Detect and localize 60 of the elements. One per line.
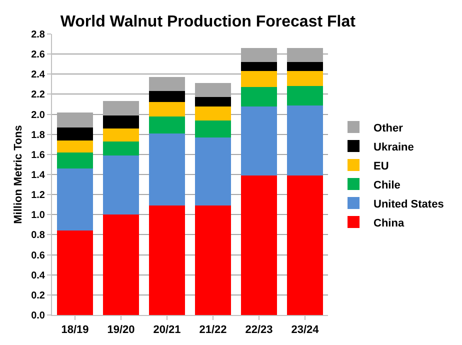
bar bbox=[57, 168, 93, 231]
legend-label: Other bbox=[374, 122, 404, 134]
bar bbox=[149, 133, 185, 206]
y-tick-label: 1.0 bbox=[31, 210, 46, 222]
bar bbox=[287, 176, 323, 315]
chart-title: World Walnut Production Forecast Flat bbox=[60, 14, 356, 31]
bar bbox=[149, 77, 185, 92]
y-tick-label: 1.8 bbox=[31, 130, 46, 141]
bar bbox=[57, 127, 93, 140]
legend-label: China bbox=[374, 217, 405, 230]
y-tick-label: 1.6 bbox=[31, 150, 46, 161]
x-tick-label: 18/19 bbox=[61, 324, 89, 336]
bar bbox=[241, 71, 277, 88]
x-tick-label: 23/24 bbox=[291, 324, 320, 336]
bar bbox=[149, 102, 185, 116]
bar bbox=[287, 71, 323, 86]
legend-label: Chile bbox=[374, 179, 400, 192]
bar bbox=[241, 87, 277, 106]
bar bbox=[57, 230, 93, 315]
legend-label: Ukraine bbox=[374, 141, 414, 154]
bar bbox=[149, 206, 185, 315]
x-tick-label: 22/23 bbox=[245, 324, 273, 336]
y-tick-label: 0.2 bbox=[31, 290, 46, 302]
bar bbox=[287, 62, 323, 72]
bar bbox=[57, 152, 93, 168]
bar bbox=[195, 137, 231, 206]
bar bbox=[195, 106, 231, 120]
legend-label: United States bbox=[374, 198, 444, 210]
legend-label: EU bbox=[374, 160, 389, 172]
y-tick-label: 2.2 bbox=[31, 90, 46, 101]
y-tick-label: 2.4 bbox=[31, 70, 46, 81]
bar bbox=[103, 141, 139, 156]
bar bbox=[195, 206, 231, 315]
x-tick-label: 19/20 bbox=[107, 324, 135, 336]
y-tick-label: 1.4 bbox=[31, 170, 46, 181]
bar bbox=[287, 105, 323, 176]
bar bbox=[103, 155, 139, 215]
bar bbox=[103, 128, 139, 142]
bar bbox=[287, 86, 323, 106]
y-tick-label: 2.6 bbox=[31, 50, 46, 61]
bar bbox=[103, 214, 139, 315]
x-tick-label: 21/22 bbox=[199, 324, 227, 336]
bar bbox=[241, 176, 277, 315]
bar bbox=[57, 140, 93, 152]
y-tick-label: 0.6 bbox=[31, 250, 46, 262]
y-tick-label: 0.0 bbox=[31, 310, 46, 322]
y-tick-label: 2.0 bbox=[31, 110, 46, 121]
bar bbox=[241, 106, 277, 176]
bar bbox=[149, 116, 185, 134]
bar bbox=[241, 62, 277, 72]
y-tick-label: 0.4 bbox=[31, 270, 46, 282]
bar bbox=[149, 91, 185, 102]
bar bbox=[195, 120, 231, 138]
bar bbox=[103, 115, 139, 128]
y-tick-label: 0.8 bbox=[31, 230, 46, 242]
y-axis-title: Million Metric Tons bbox=[12, 125, 25, 224]
y-tick-label: 1.2 bbox=[31, 190, 46, 202]
y-tick-label: 2.8 bbox=[31, 30, 46, 40]
x-tick-label: 20/21 bbox=[153, 324, 181, 336]
bar bbox=[195, 97, 231, 106]
